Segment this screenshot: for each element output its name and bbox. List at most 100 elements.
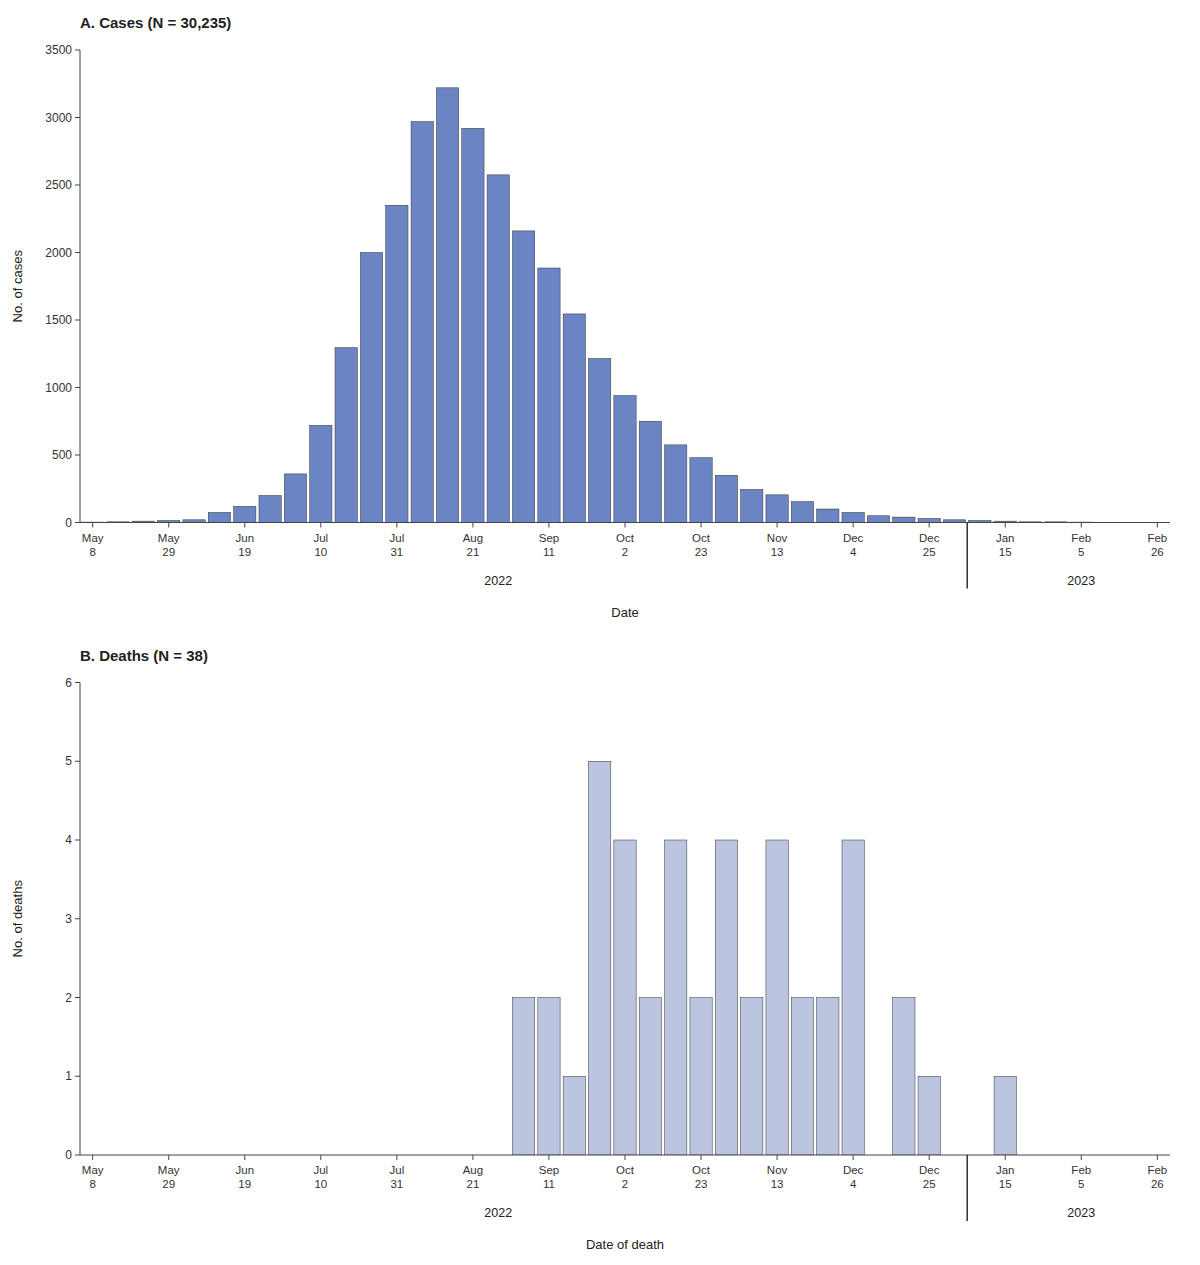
y-tick — [75, 1076, 80, 1077]
y-axis-label: No. of cases — [10, 250, 25, 323]
bar — [259, 496, 281, 523]
x-tick-label: Dec25 — [919, 532, 940, 558]
bar — [436, 88, 458, 523]
bar — [715, 840, 737, 1155]
x-axis-label: Date of death — [586, 1237, 664, 1252]
x-tick-label-line: Feb — [1071, 1164, 1091, 1176]
bar — [512, 231, 534, 523]
x-tick-label: Jan15 — [996, 1164, 1015, 1190]
x-tick-label-line: 29 — [162, 1178, 175, 1190]
y-tick-label: 2500 — [45, 178, 72, 192]
y-tick-label: 2 — [65, 991, 72, 1005]
x-tick-label: Oct23 — [692, 532, 711, 558]
bar — [310, 425, 332, 522]
y-tick-label: 1000 — [45, 381, 72, 395]
y-tick-label: 1500 — [45, 313, 72, 327]
x-tick — [320, 1155, 321, 1160]
bar — [335, 348, 357, 523]
x-tick-label-line: 13 — [771, 1178, 784, 1190]
x-tick — [625, 1155, 626, 1160]
x-tick-label-line: Dec — [919, 1164, 940, 1176]
bars — [82, 88, 1144, 523]
bars — [512, 761, 1016, 1155]
y-tick — [75, 387, 80, 388]
y-tick — [75, 185, 80, 186]
x-tick-label-line: Jun — [235, 1164, 254, 1176]
y-tick-label: 1 — [65, 1069, 72, 1083]
bar — [234, 506, 256, 522]
x-tick — [625, 523, 626, 528]
y-tick-label: 3 — [65, 912, 72, 926]
x-tick-label: Dec4 — [843, 1164, 864, 1190]
x-tick-label: May29 — [158, 1164, 180, 1190]
x-tick-label: Jun19 — [235, 532, 254, 558]
x-tick-label-line: 29 — [162, 546, 175, 558]
year-label: 2022 — [484, 1206, 512, 1220]
bar — [766, 840, 788, 1155]
y-tick — [75, 455, 80, 456]
x-tick — [777, 523, 778, 528]
x-tick-label-line: Aug — [463, 1164, 483, 1176]
x-tick-label-line: 4 — [850, 1178, 857, 1190]
chart: A. Cases (N = 30,235)0500100015002000250… — [10, 14, 1170, 620]
x-tick — [92, 523, 93, 528]
x-axis-label: Date — [611, 605, 638, 620]
bar — [411, 122, 433, 523]
x-tick-label-line: May — [82, 1164, 104, 1176]
x-tick-label-line: Jul — [390, 532, 405, 544]
year-label: 2023 — [1067, 574, 1095, 588]
bar — [817, 509, 839, 523]
y-tick — [75, 997, 80, 998]
y-tick-label: 5 — [65, 754, 72, 768]
x-tick-label-line: Jan — [996, 532, 1015, 544]
x-tick — [548, 1155, 549, 1160]
bar — [665, 445, 687, 523]
x-tick — [853, 523, 854, 528]
y-tick — [75, 1155, 80, 1156]
x-tick-label: Sep11 — [539, 1164, 559, 1190]
x-tick — [320, 523, 321, 528]
x-tick-label-line: 10 — [314, 1178, 327, 1190]
x-tick-label-line: 2 — [622, 1178, 628, 1190]
x-tick-label: Jul10 — [313, 532, 328, 558]
x-tick-label-line: 10 — [314, 546, 327, 558]
x-tick-label-line: Nov — [767, 1164, 788, 1176]
x-tick-label-line: 8 — [89, 546, 95, 558]
y-tick-label: 3000 — [45, 111, 72, 125]
x-tick-label-line: Aug — [463, 532, 483, 544]
x-tick — [92, 1155, 93, 1160]
x-tick — [1005, 523, 1006, 528]
x-tick-label-line: Oct — [692, 1164, 711, 1176]
bar — [512, 998, 534, 1156]
bar — [893, 517, 915, 522]
x-tick-label-line: Jan — [996, 1164, 1015, 1176]
x-tick-label-line: 25 — [923, 1178, 936, 1190]
y-axis-label: No. of deaths — [10, 880, 25, 958]
x-tick-label-line: Dec — [843, 532, 864, 544]
x-tick — [1081, 1155, 1082, 1160]
x-tick-label-line: 13 — [771, 546, 784, 558]
x-tick-label: Feb26 — [1147, 1164, 1167, 1190]
x-tick — [929, 1155, 930, 1160]
x-tick-label-line: 8 — [89, 1178, 95, 1190]
x-tick-label: Aug21 — [463, 1164, 483, 1190]
x-tick — [168, 523, 169, 528]
bar — [538, 268, 560, 522]
y-tick — [75, 918, 80, 919]
x-tick-label-line: 21 — [467, 546, 480, 558]
x-tick-label: Dec 25 — [919, 1164, 940, 1190]
x-tick-label: Feb26 — [1147, 532, 1167, 558]
x-tick-label: Aug 21 — [463, 532, 483, 558]
x-tick — [244, 1155, 245, 1160]
bar — [208, 512, 230, 522]
x-tick-label: Jan15 — [996, 532, 1015, 558]
x-tick-label: May29 — [158, 532, 180, 558]
x-tick-label: Oct2 — [616, 1164, 635, 1190]
y-tick-label: 3500 — [45, 43, 72, 57]
bar — [614, 396, 636, 523]
bar — [766, 495, 788, 523]
x-tick — [701, 1155, 702, 1160]
x-tick-label-line: 26 — [1151, 546, 1164, 558]
x-tick-label: May8 — [82, 532, 104, 558]
y-axis — [80, 683, 81, 1156]
